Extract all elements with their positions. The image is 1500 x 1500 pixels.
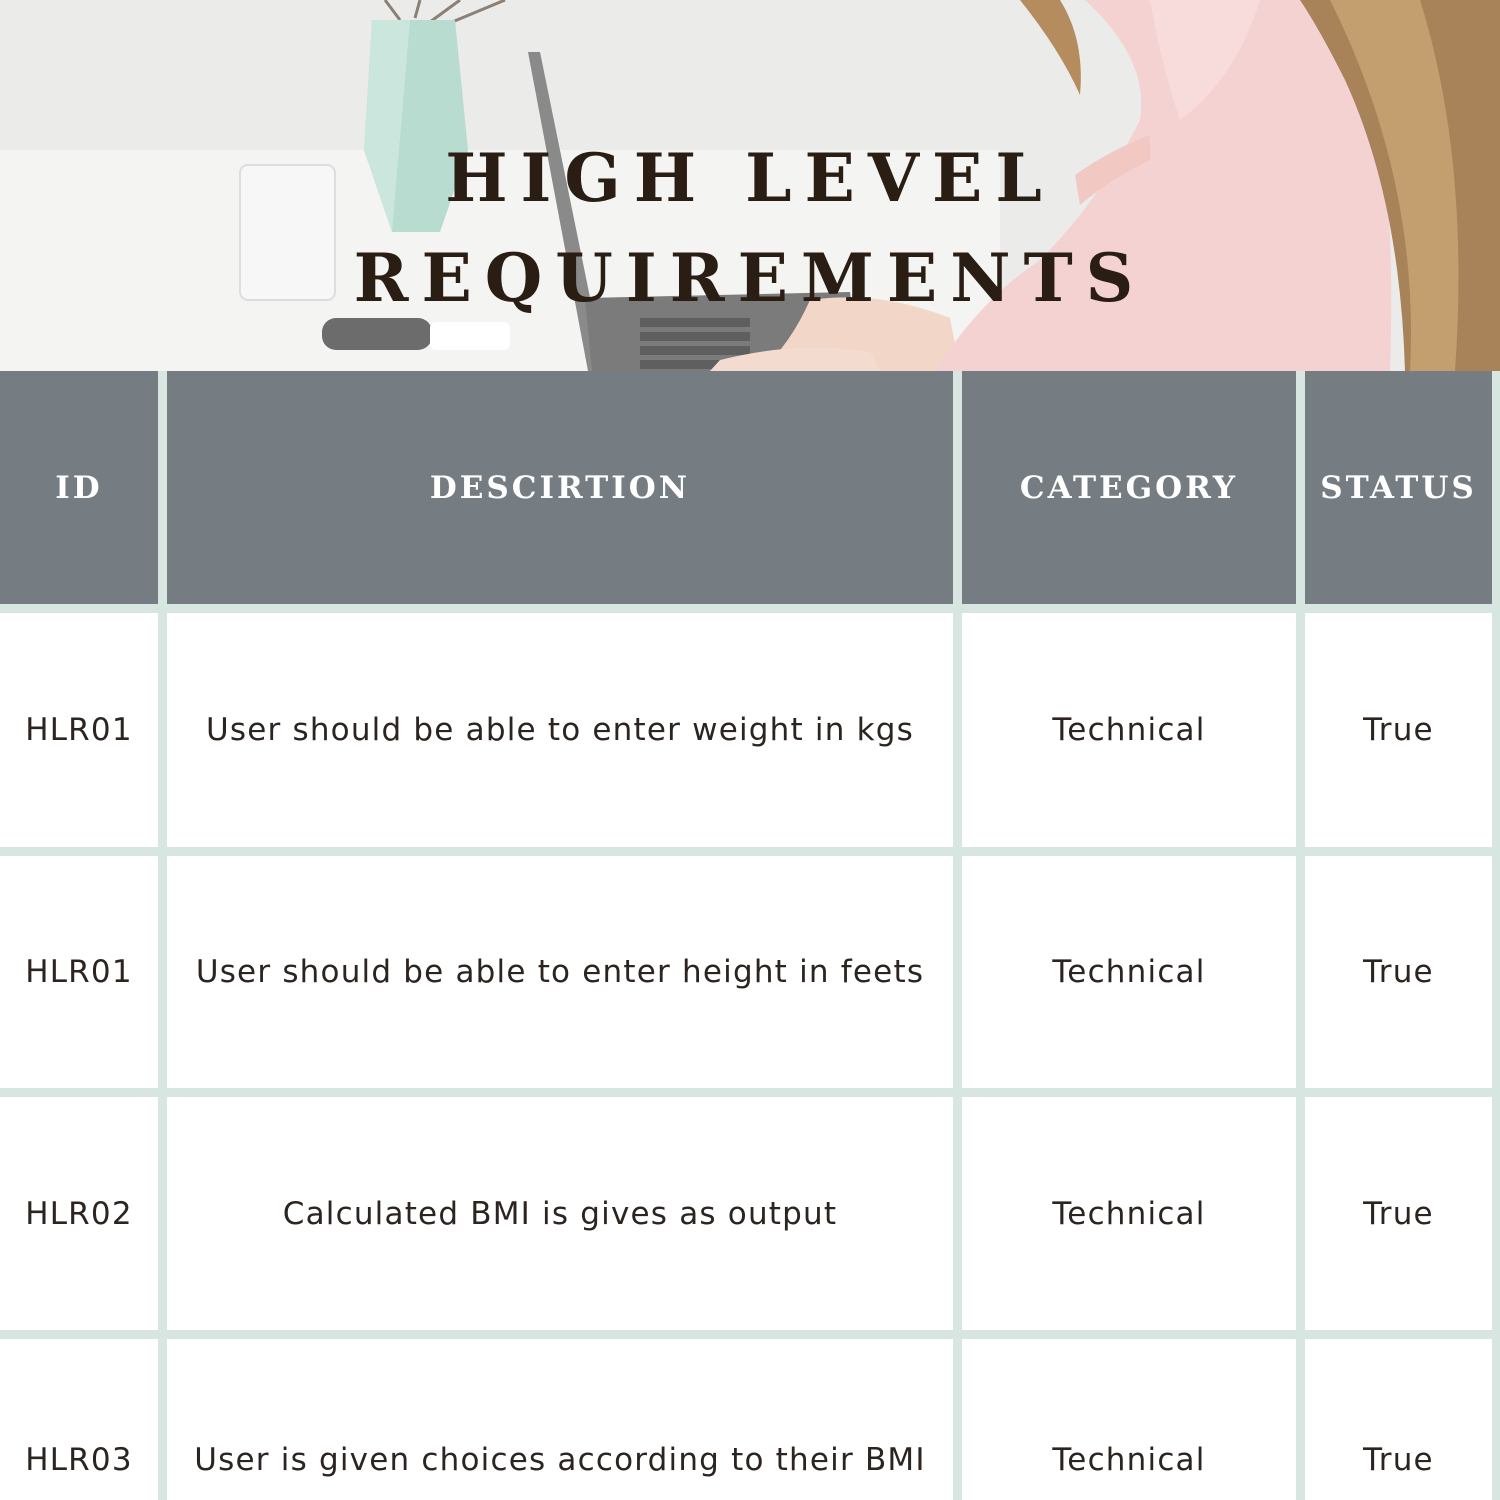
table-cell-id: HLR02: [0, 1097, 158, 1330]
page-title-line-1: HIGH LEVEL: [445, 139, 1055, 217]
table-cell-id: HLR01: [0, 856, 158, 1088]
table-cell-description: User should be able to enter weight in k…: [167, 613, 953, 847]
table-cell-description: User should be able to enter height in f…: [167, 856, 953, 1088]
table-cell-category: Technical: [962, 613, 1296, 847]
table-cell-id: HLR03: [0, 1339, 158, 1500]
page-title: HIGH LEVEL REQUIREMENTS: [0, 128, 1500, 328]
header-cell-description: DESCIRTION: [167, 371, 953, 604]
table-cell-category: Technical: [962, 856, 1296, 1088]
table-cell-status: True: [1305, 1097, 1492, 1330]
table-cell-category: Technical: [962, 1339, 1296, 1500]
header-cell-category: CATEGORY: [962, 371, 1296, 604]
header-cell-status: STATUS: [1305, 371, 1492, 604]
table-cell-description: User is given choices according to their…: [167, 1339, 953, 1500]
table-cell-status: True: [1305, 856, 1492, 1088]
page-title-line-2: REQUIREMENTS: [353, 239, 1147, 317]
office-photo-illustration: [0, 0, 1500, 371]
header-cell-id: ID: [0, 371, 158, 604]
table-cell-category: Technical: [962, 1097, 1296, 1330]
table-cell-status: True: [1305, 1339, 1492, 1500]
requirements-table: ID DESCIRTION CATEGORY STATUS HLR01 User…: [0, 371, 1500, 1500]
header-photo: HIGH LEVEL REQUIREMENTS: [0, 0, 1500, 371]
table-cell-status: True: [1305, 613, 1492, 847]
table-cell-description: Calculated BMI is gives as output: [167, 1097, 953, 1330]
table-cell-id: HLR01: [0, 613, 158, 847]
